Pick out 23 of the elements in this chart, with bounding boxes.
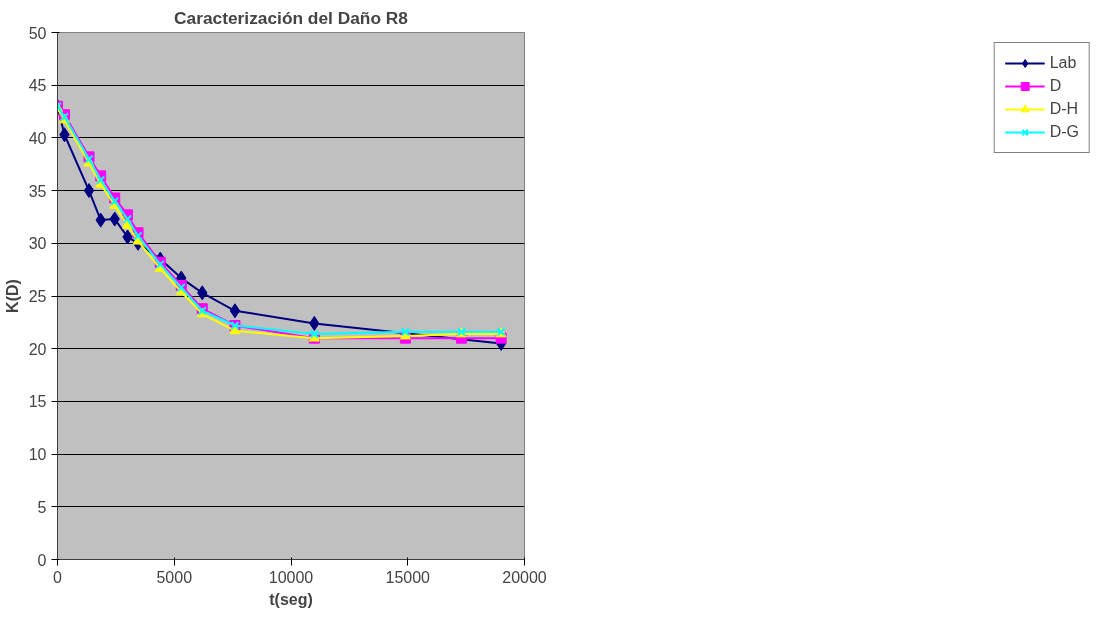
y-tick-label: 50 [28, 24, 47, 42]
x-axis-title: t(seg) [269, 590, 313, 608]
y-tick-label: 45 [28, 77, 47, 95]
legend-label: D [1049, 77, 1063, 95]
x-tick-label: 10000 [268, 568, 314, 586]
y-tick-label: 0 [37, 551, 47, 569]
y-tick-label: 35 [28, 182, 47, 200]
legend-label: D-H [1049, 100, 1079, 118]
y-tick-label: 40 [28, 129, 47, 147]
legend-label: Lab [1049, 54, 1077, 72]
x-tick-label: 15000 [385, 568, 431, 586]
y-tick-label: 20 [28, 340, 47, 358]
x-tick-label: 0 [53, 568, 63, 586]
y-tick-label: 15 [28, 393, 47, 411]
y-axis-title: K(D) [3, 279, 21, 313]
x-tick-label: 20000 [502, 568, 547, 586]
y-tick-label: 5 [37, 498, 47, 516]
x-tick-label: 5000 [156, 568, 193, 586]
y-tick-label: 30 [28, 235, 47, 253]
y-tick-label: 25 [28, 288, 47, 305]
chart-title: Caracterización del Daño R8 [174, 7, 409, 28]
legend-label: D-G [1049, 123, 1079, 141]
y-tick-label: 10 [28, 446, 47, 464]
